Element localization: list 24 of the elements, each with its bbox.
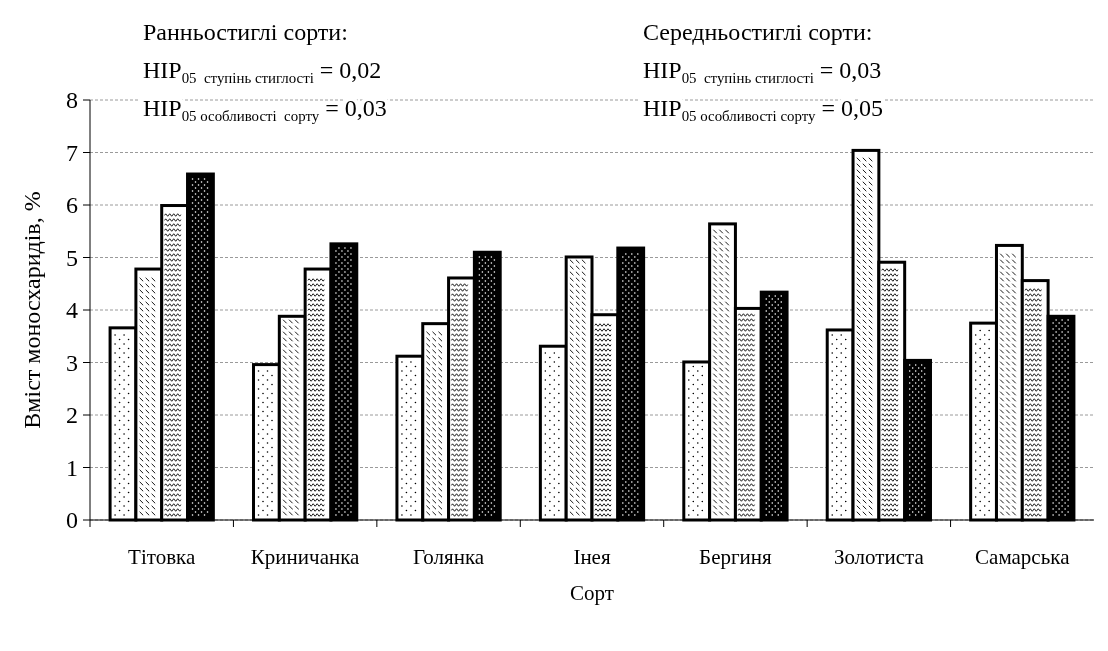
text: НІР$_{05 ступінь стиглості}$ = 0,03 — [643, 57, 882, 86]
y-tick-label: 2 — [66, 402, 78, 429]
y-tick-label: 3 — [66, 349, 78, 376]
annotation: НІР$_{05 особливості сорту}$ = 0,05 — [643, 95, 883, 124]
x-tick-label: Тітовка — [128, 545, 196, 569]
y-tick-label: 4 — [66, 297, 78, 324]
y-tick-label: 8 — [66, 87, 78, 114]
x-tick-label: Бергиня — [699, 545, 773, 569]
y-tick-label: 1 — [66, 454, 78, 481]
x-axis-title: Сорт — [570, 581, 614, 605]
y-tick-label: 6 — [66, 192, 78, 219]
y-axis-title: Вміст моносхаридів, % — [19, 191, 45, 429]
y-tick-label: 7 — [66, 139, 78, 166]
text: Ранньостиглі сорти: — [143, 19, 348, 45]
text: Середньостиглі сорти: — [643, 19, 873, 45]
annotation: НІР$_{05 особливості сорту}$ = 0,03 — [143, 95, 387, 124]
y-tick-label: 5 — [66, 244, 78, 271]
x-tick-label: Золотиста — [833, 545, 925, 569]
x-tick-label: Інея — [573, 545, 611, 569]
text: НІР$_{05 ступінь стиглості}$ = 0,02 — [143, 57, 382, 86]
x-tick-label: Голянка — [413, 545, 485, 569]
y-tick-label: 0 — [66, 507, 78, 534]
x-tick-label: Криничанка — [250, 545, 361, 569]
x-tick-label: Самарська — [975, 545, 1071, 569]
